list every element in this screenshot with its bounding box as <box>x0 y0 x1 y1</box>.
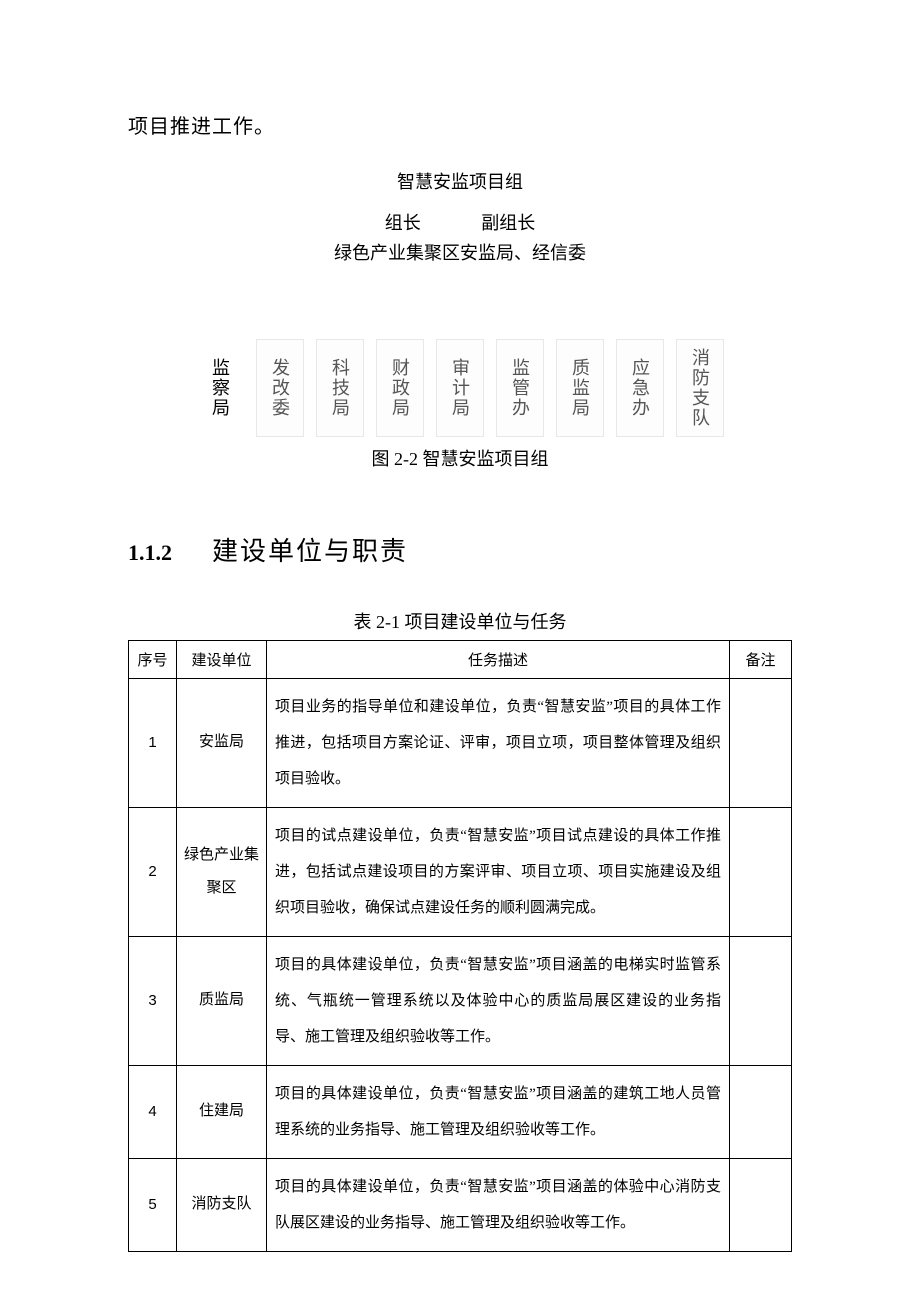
table-caption: 表 2-1 项目建设单位与任务 <box>128 608 792 634</box>
section-title: 建设单位与职责 <box>212 531 408 568</box>
org-box-label: 消防支队 <box>687 348 713 428</box>
org-box-label: 监管办 <box>507 358 533 418</box>
section-number: 1.1.2 <box>128 540 172 566</box>
org-roles: 组长 副组长 绿色产业集聚区安监局、经信委 <box>334 208 586 269</box>
cell-unit: 质监局 <box>177 936 267 1065</box>
org-box: 监察局 <box>196 339 244 437</box>
org-subtitle: 绿色产业集聚区安监局、经信委 <box>334 238 586 269</box>
org-box: 财政局 <box>376 339 424 437</box>
cell-seq: 4 <box>129 1065 177 1158</box>
cell-desc: 项目业务的指导单位和建设单位，负责“智慧安监”项目的具体工作推进，包括项目方案论… <box>267 678 730 807</box>
cell-seq: 1 <box>129 678 177 807</box>
th-desc: 任务描述 <box>267 640 730 678</box>
org-box: 审计局 <box>436 339 484 437</box>
th-seq: 序号 <box>129 640 177 678</box>
org-box: 消防支队 <box>676 339 724 437</box>
cell-note <box>730 807 792 936</box>
table-row: 1安监局项目业务的指导单位和建设单位，负责“智慧安监”项目的具体工作推进，包括项… <box>129 678 792 807</box>
org-box-label: 监察局 <box>207 358 233 418</box>
org-box: 质监局 <box>556 339 604 437</box>
cell-unit: 消防支队 <box>177 1158 267 1251</box>
cell-desc: 项目的具体建设单位，负责“智慧安监”项目涵盖的建筑工地人员管理系统的业务指导、施… <box>267 1065 730 1158</box>
cell-note <box>730 1065 792 1158</box>
org-box: 应急办 <box>616 339 664 437</box>
cell-note <box>730 1158 792 1251</box>
cell-seq: 3 <box>129 936 177 1065</box>
cell-note <box>730 936 792 1065</box>
org-role-leader: 组长 <box>385 208 421 239</box>
org-box: 科技局 <box>316 339 364 437</box>
table-row: 5消防支队项目的具体建设单位，负责“智慧安监”项目涵盖的体验中心消防支队展区建设… <box>129 1158 792 1251</box>
org-role-deputy: 副组长 <box>481 208 535 239</box>
org-box-label: 科技局 <box>327 358 353 418</box>
cell-desc: 项目的试点建设单位，负责“智慧安监”项目试点建设的具体工作推进，包括试点建设项目… <box>267 807 730 936</box>
cell-unit: 绿色产业集聚区 <box>177 807 267 936</box>
table-row: 3质监局项目的具体建设单位，负责“智慧安监”项目涵盖的电梯实时监管系统、气瓶统一… <box>129 936 792 1065</box>
figure-caption: 图 2-2 智慧安监项目组 <box>128 445 792 471</box>
org-box: 监管办 <box>496 339 544 437</box>
units-table: 序号 建设单位 任务描述 备注 1安监局项目业务的指导单位和建设单位，负责“智慧… <box>128 640 792 1252</box>
org-box-label: 应急办 <box>627 358 653 418</box>
org-title: 智慧安监项目组 <box>128 167 792 198</box>
org-box-label: 财政局 <box>387 358 413 418</box>
org-box: 发改委 <box>256 339 304 437</box>
cell-note <box>730 678 792 807</box>
org-box-label: 审计局 <box>447 358 473 418</box>
org-box-label: 发改委 <box>267 358 293 418</box>
cell-unit: 住建局 <box>177 1065 267 1158</box>
cell-seq: 5 <box>129 1158 177 1251</box>
table-header-row: 序号 建设单位 任务描述 备注 <box>129 640 792 678</box>
org-boxes-row: 监察局 发改委 科技局 财政局 审计局 监管办 质监局 应急办 消防支队 <box>128 339 792 437</box>
org-block: 智慧安监项目组 组长 副组长 绿色产业集聚区安监局、经信委 <box>128 167 792 269</box>
cell-desc: 项目的具体建设单位，负责“智慧安监”项目涵盖的电梯实时监管系统、气瓶统一管理系统… <box>267 936 730 1065</box>
table-row: 4住建局项目的具体建设单位，负责“智慧安监”项目涵盖的建筑工地人员管理系统的业务… <box>129 1065 792 1158</box>
cell-desc: 项目的具体建设单位，负责“智慧安监”项目涵盖的体验中心消防支队展区建设的业务指导… <box>267 1158 730 1251</box>
th-note: 备注 <box>730 640 792 678</box>
th-unit: 建设单位 <box>177 640 267 678</box>
org-box-label: 质监局 <box>567 358 593 418</box>
table-body: 1安监局项目业务的指导单位和建设单位，负责“智慧安监”项目的具体工作推进，包括项… <box>129 678 792 1251</box>
cell-seq: 2 <box>129 807 177 936</box>
table-row: 2绿色产业集聚区项目的试点建设单位，负责“智慧安监”项目试点建设的具体工作推进，… <box>129 807 792 936</box>
cell-unit: 安监局 <box>177 678 267 807</box>
intro-paragraph: 项目推进工作。 <box>128 110 792 139</box>
section-heading: 1.1.2 建设单位与职责 <box>128 531 792 568</box>
